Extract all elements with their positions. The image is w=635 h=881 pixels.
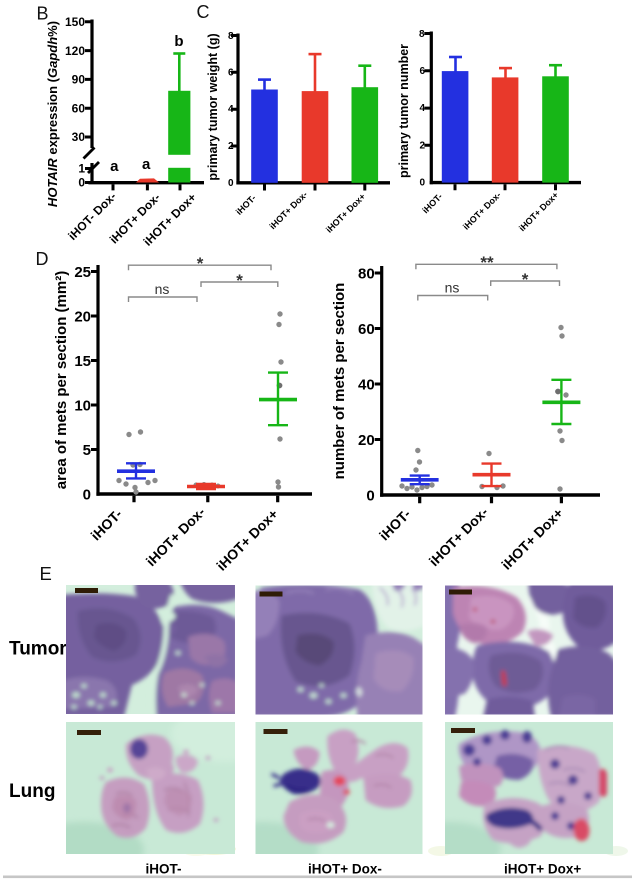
svg-text:D: D xyxy=(36,249,49,269)
svg-text:0: 0 xyxy=(78,176,85,190)
svg-text:a: a xyxy=(142,156,151,173)
svg-text:4: 4 xyxy=(419,103,425,114)
svg-text:25: 25 xyxy=(74,264,91,281)
svg-text:C: C xyxy=(197,2,210,22)
svg-text:HOTAIR expression (Gapdh%): HOTAIR expression (Gapdh%) xyxy=(45,21,60,207)
svg-text:iHOT-: iHOT- xyxy=(234,193,258,217)
svg-text:ns: ns xyxy=(155,281,170,297)
svg-text:6: 6 xyxy=(419,66,425,77)
svg-text:0: 0 xyxy=(419,178,425,189)
svg-text:10: 10 xyxy=(74,397,91,414)
svg-text:0: 0 xyxy=(228,178,234,189)
svg-text:0: 0 xyxy=(83,486,91,503)
svg-text:iHOT+ Dox-: iHOT+ Dox- xyxy=(426,504,492,570)
svg-text:Lung: Lung xyxy=(9,781,55,802)
svg-text:8: 8 xyxy=(419,29,425,40)
svg-text:20: 20 xyxy=(358,432,375,449)
svg-text:a: a xyxy=(110,158,119,175)
svg-text:1: 1 xyxy=(78,162,85,176)
svg-text:4: 4 xyxy=(228,104,234,115)
svg-text:iHOT+ Dox+: iHOT+ Dox+ xyxy=(324,191,367,234)
svg-text:60: 60 xyxy=(72,101,86,115)
svg-text:area of mets per section (mm²): area of mets per section (mm²) xyxy=(53,271,70,489)
svg-text:iHOT+ Dox-: iHOT+ Dox- xyxy=(268,189,310,231)
svg-text:b: b xyxy=(174,33,183,50)
svg-text:iHOT+ Dox+: iHOT+ Dox+ xyxy=(517,190,560,233)
svg-text:iHOT+ Dox-: iHOT+ Dox- xyxy=(308,862,382,877)
svg-text:120: 120 xyxy=(65,44,85,58)
svg-text:iHOT+ Dox+: iHOT+ Dox+ xyxy=(213,506,281,574)
svg-text:iHOT-: iHOT- xyxy=(146,862,182,877)
svg-text:90: 90 xyxy=(72,73,86,87)
svg-text:*: * xyxy=(236,271,243,290)
svg-text:8: 8 xyxy=(228,31,234,42)
svg-text:0: 0 xyxy=(366,487,374,504)
svg-text:iHOT-: iHOT- xyxy=(420,191,444,215)
svg-text:2: 2 xyxy=(228,141,234,152)
svg-text:6: 6 xyxy=(228,67,234,78)
svg-text:20: 20 xyxy=(74,308,91,325)
svg-text:40: 40 xyxy=(358,376,375,393)
svg-text:*: * xyxy=(197,254,204,273)
svg-text:**: ** xyxy=(480,253,494,272)
svg-text:30: 30 xyxy=(72,130,86,144)
svg-text:iHOT+ Dox+: iHOT+ Dox+ xyxy=(498,505,566,573)
svg-text:iHOT-: iHOT- xyxy=(87,506,125,544)
svg-text:Tumor: Tumor xyxy=(9,639,67,660)
svg-text:150: 150 xyxy=(65,15,85,29)
svg-text:E: E xyxy=(40,563,52,584)
svg-text:2: 2 xyxy=(419,140,425,151)
svg-text:iHOT+ Dox-: iHOT+ Dox- xyxy=(461,190,503,232)
svg-text:B: B xyxy=(37,4,49,24)
svg-text:iHOT+ Dox-: iHOT+ Dox- xyxy=(143,504,209,570)
svg-text:primary tumor number: primary tumor number xyxy=(397,44,411,178)
svg-text:5: 5 xyxy=(83,442,91,459)
svg-text:primary tumor weight (g): primary tumor weight (g) xyxy=(206,33,220,180)
svg-text:iHOT-: iHOT- xyxy=(376,506,414,544)
svg-text:ns: ns xyxy=(445,280,460,296)
svg-text:*: * xyxy=(522,270,529,289)
svg-text:number of mets per section: number of mets per section xyxy=(331,283,348,480)
svg-text:80: 80 xyxy=(358,265,375,282)
svg-text:15: 15 xyxy=(74,353,91,370)
svg-text:iHOT+ Dox+: iHOT+ Dox+ xyxy=(504,862,581,877)
svg-text:60: 60 xyxy=(358,321,375,338)
